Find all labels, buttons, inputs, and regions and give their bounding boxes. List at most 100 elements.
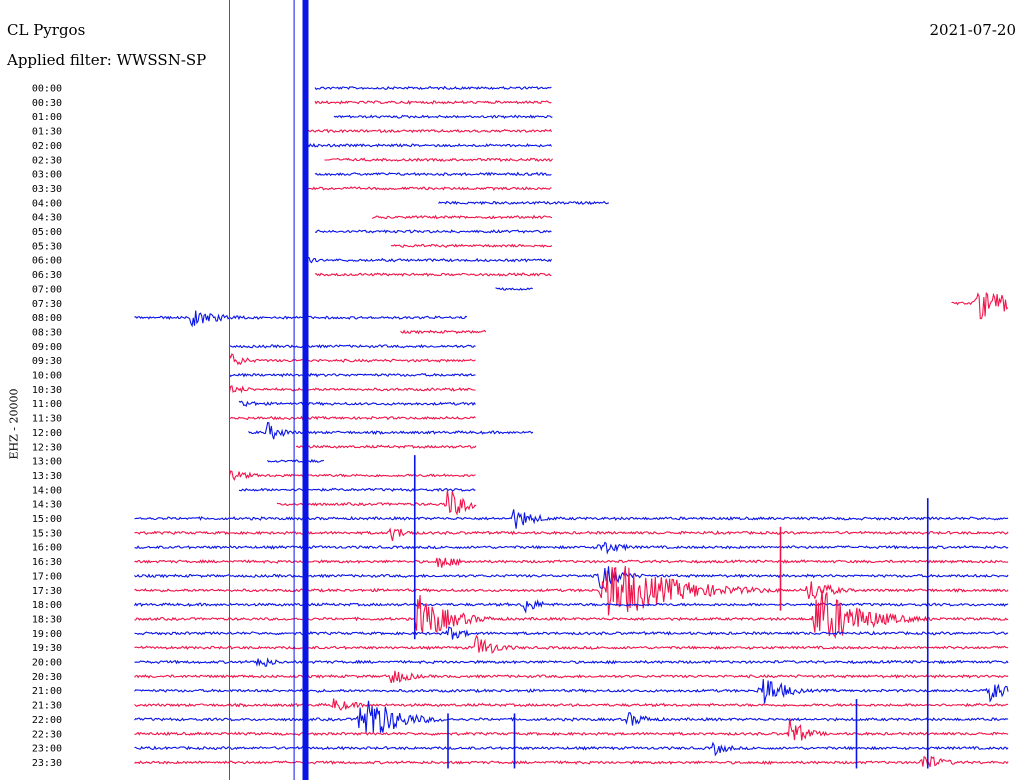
filter-label: Applied filter: WWSSN-SP [7,51,207,69]
time-label: 04:30 [32,213,62,224]
time-label: 02:30 [32,155,62,166]
trace-line [134,698,1009,711]
trace-line [228,470,476,482]
trace-line [134,565,1009,616]
trace-line [438,200,610,206]
time-label: 19:30 [32,643,62,654]
time-label: 02:00 [32,141,62,152]
trace-line [134,670,1009,684]
time-label: 03:30 [32,184,62,195]
trace-line [314,99,552,105]
time-label: 14:30 [32,500,62,511]
time-label: 20:00 [32,658,62,669]
trace-line [324,157,553,163]
trace-line [134,755,1009,768]
time-label: 13:00 [32,457,62,468]
trace-line [229,415,476,421]
time-label: 06:00 [32,256,62,267]
trace-line [276,490,477,516]
trace-line [267,458,325,463]
time-label: 01:30 [32,127,62,138]
trace-line [229,343,476,349]
time-label: 16:30 [32,557,62,568]
time-label: 18:30 [32,614,62,625]
time-label: 10:30 [32,385,62,396]
trace-line [305,186,552,191]
trace-line [304,256,552,267]
trace-line [238,487,476,492]
trace-line [314,85,552,91]
trace-line [134,679,1009,704]
time-label: 23:30 [32,758,62,769]
time-label: 17:00 [32,571,62,582]
time-label: 00:30 [32,98,62,109]
trace-line [134,700,1009,733]
time-label: 18:00 [32,600,62,611]
time-label: 05:00 [32,227,62,238]
time-label: 03:00 [32,170,62,181]
time-label: 07:30 [32,299,62,310]
time-label: 21:00 [32,686,62,697]
trace-line [134,626,1009,640]
time-label: 11:00 [32,399,62,410]
trace-line [295,444,477,449]
time-label: 08:00 [32,313,62,324]
time-label: 21:30 [32,701,62,712]
trace-line [314,171,552,177]
trace-line [229,372,476,378]
trace-line [305,128,552,134]
time-label: 15:30 [32,528,62,539]
time-label: 22:30 [32,729,62,740]
time-label: 11:30 [32,414,62,425]
time-label: 23:00 [32,744,62,755]
trace-line [134,657,1009,667]
trace-line [134,566,1009,589]
trace-line [134,541,1009,555]
trace-line [229,353,476,366]
trace-line [134,717,1009,741]
time-label: 12:30 [32,442,62,453]
station-title: CL Pyrgos [7,21,86,39]
trace-line [134,589,1009,639]
time-label: 22:00 [32,715,62,726]
trace-line [134,509,1009,529]
trace-line [228,385,476,394]
trace-line [134,741,1009,757]
trace-line [495,287,533,291]
time-label: 07:00 [32,284,62,295]
time-label: 08:30 [32,327,62,338]
trace-line [314,229,552,234]
time-label: 19:00 [32,629,62,640]
trace-line [248,421,534,440]
trace-line [134,634,1009,654]
trace-line [134,310,468,328]
time-label: 04:00 [32,198,62,209]
trace-line [390,243,553,249]
time-label: 00:00 [32,84,62,95]
time-label: 01:00 [32,112,62,123]
time-label: 14:00 [32,485,62,496]
time-label: 06:30 [32,270,62,281]
trace-line [333,114,553,119]
trace-line [134,598,1009,614]
date-label: 2021-07-20 [929,21,1016,39]
trace-line [400,329,487,335]
trace-line [134,527,1009,541]
time-label: 12:00 [32,428,62,439]
trace-line [371,214,553,220]
trace-line [134,557,1009,568]
trace-line [238,400,476,407]
time-label: 09:30 [32,356,62,367]
time-label: 09:00 [32,342,62,353]
time-label: 10:00 [32,371,62,382]
time-label: 13:30 [32,471,62,482]
time-label: 15:00 [32,514,62,525]
trace-line [951,291,1009,320]
trace-line [305,142,552,148]
time-label: 16:00 [32,543,62,554]
time-label: 17:30 [32,586,62,597]
trace-line [314,272,552,277]
time-label: 05:30 [32,241,62,252]
time-label: 20:30 [32,672,62,683]
